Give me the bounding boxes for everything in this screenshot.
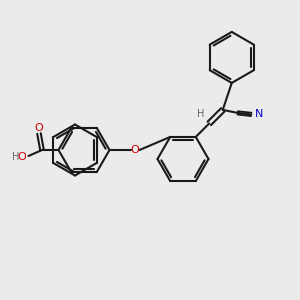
Text: N: N bbox=[255, 110, 263, 119]
Text: O: O bbox=[17, 152, 26, 163]
Text: O: O bbox=[130, 145, 140, 155]
Text: H: H bbox=[12, 152, 20, 163]
Text: H: H bbox=[196, 109, 204, 118]
Text: O: O bbox=[34, 123, 43, 133]
